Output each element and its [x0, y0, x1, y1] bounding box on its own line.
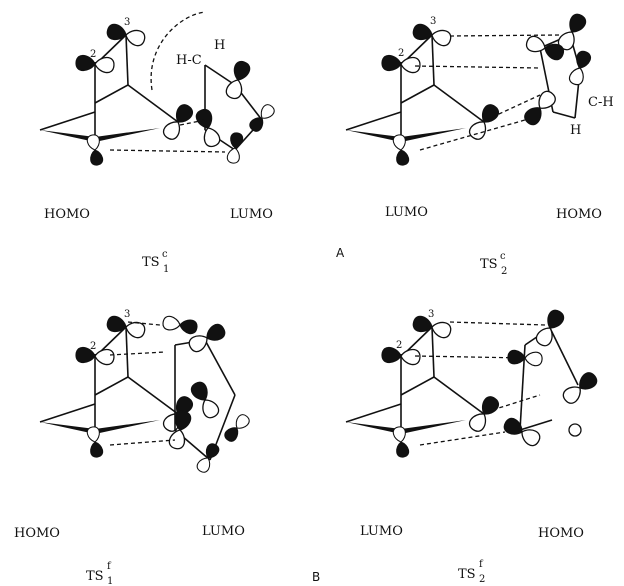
- ts-label: TS: [458, 567, 476, 582]
- panel: [346, 12, 592, 166]
- panel: [40, 12, 276, 166]
- ts-sub: 2: [479, 574, 485, 585]
- atom-label: 2: [398, 48, 404, 59]
- atom-label: C-H: [588, 95, 614, 110]
- ts-label: TS: [142, 255, 160, 270]
- panel: [40, 315, 251, 474]
- labels: 3 2 H H-C 3 2 C-H H 3 2 3 2 HOMO LUMO LU…: [14, 16, 614, 586]
- row-label: B: [312, 570, 320, 584]
- ts-sub: 1: [107, 576, 113, 586]
- atom-label: 3: [428, 309, 434, 320]
- ts-sub: 1: [163, 264, 169, 275]
- atom-label: H: [214, 38, 225, 53]
- orbital-label: HOMO: [538, 526, 584, 541]
- orbital-label: HOMO: [14, 526, 60, 541]
- atom-label: H-C: [176, 53, 202, 68]
- ts-sup: c: [500, 251, 506, 262]
- ts-sub: 2: [501, 266, 507, 277]
- orbital-label: HOMO: [556, 207, 602, 222]
- atom-label: 3: [124, 309, 130, 320]
- atom-label: 2: [90, 49, 96, 60]
- atom-label: H: [570, 123, 581, 138]
- ts-sup: f: [107, 561, 112, 572]
- atom-label: 2: [90, 341, 96, 352]
- orbital-label: LUMO: [360, 524, 403, 539]
- ts-label: TS: [480, 257, 498, 272]
- orbital-label: LUMO: [385, 205, 428, 220]
- diagram: 3 2 H H-C 3 2 C-H H 3 2 3 2 HOMO LUMO LU…: [0, 0, 624, 586]
- ts-label: TS: [86, 569, 104, 584]
- ts-sup: f: [479, 559, 484, 570]
- orbital-label: HOMO: [44, 207, 90, 222]
- atom-label: 3: [430, 16, 436, 27]
- panel: [346, 308, 599, 458]
- atom-label: 3: [124, 17, 130, 28]
- orbital-label: LUMO: [230, 207, 273, 222]
- orbital-label: LUMO: [202, 524, 245, 539]
- ts-sup: c: [162, 249, 168, 260]
- row-label: A: [336, 246, 345, 260]
- atom-label: 2: [396, 340, 402, 351]
